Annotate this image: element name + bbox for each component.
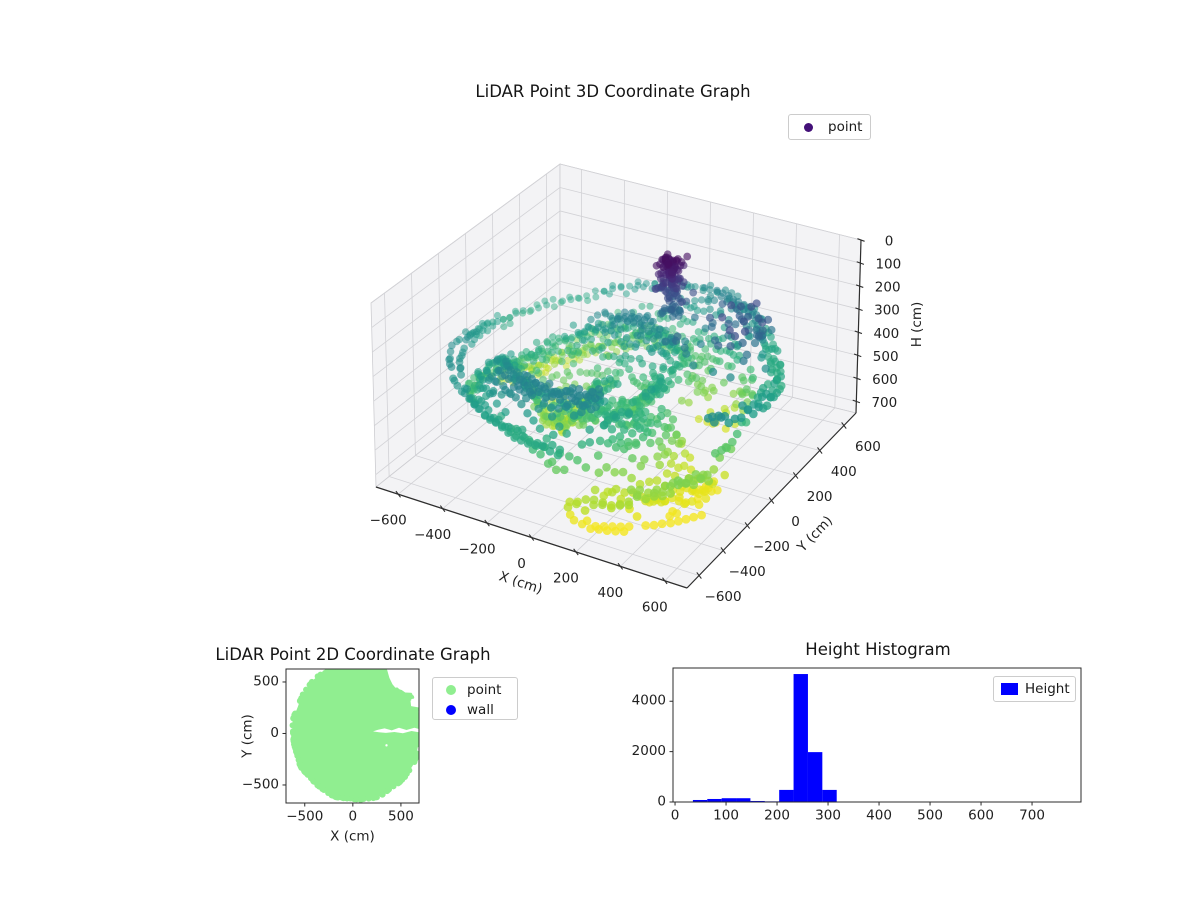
legend-label-point: point (828, 119, 863, 135)
point-marker-icon (804, 122, 813, 132)
2d-chart-title: LiDAR Point 2D Coordinate Graph (215, 645, 491, 664)
height-swatch-icon (1001, 683, 1018, 695)
legend-item-point: point (433, 680, 517, 700)
legend-item-wall: wall (433, 700, 517, 720)
3d-legend: point (788, 114, 871, 140)
legend-label-wall: wall (467, 702, 494, 718)
histogram-title: Height Histogram (805, 640, 951, 659)
legend-item-point: point (789, 115, 870, 139)
wall-marker-icon (446, 705, 456, 715)
legend-item-height: Height (994, 677, 1075, 701)
legend-label-height: Height (1025, 681, 1070, 697)
legend-label-point: point (467, 682, 502, 698)
2d-legend: point wall (432, 677, 518, 720)
point-marker-icon (446, 685, 456, 695)
histogram-legend: Height (993, 676, 1076, 702)
3d-chart-title: LiDAR Point 3D Coordinate Graph (475, 82, 751, 101)
